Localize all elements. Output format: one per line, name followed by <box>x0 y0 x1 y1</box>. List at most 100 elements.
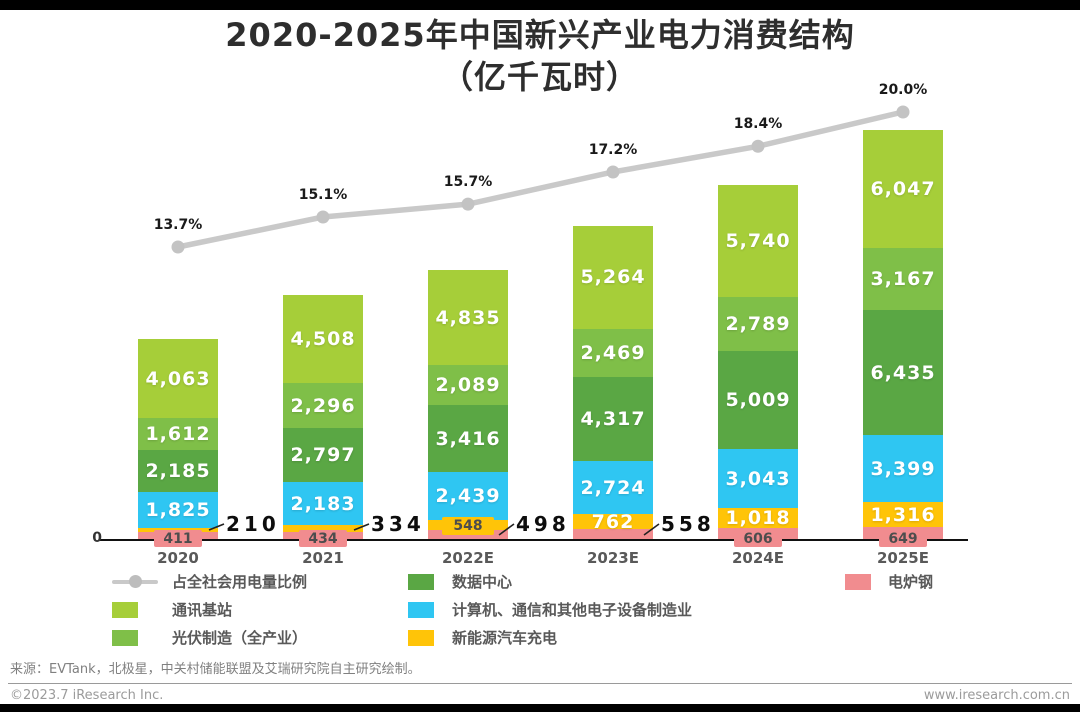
value-tag: 606 <box>734 530 782 547</box>
bar-segment-value: 2,439 <box>435 484 501 507</box>
value-tag: 548 <box>442 517 494 535</box>
bar-segment-value: 3,399 <box>870 457 936 480</box>
line-point-label: 20.0% <box>878 81 928 98</box>
bar-segment-value: 2,469 <box>580 341 646 364</box>
source-note: 来源：EVTank，北极星，中关村储能联盟及艾瑞研究院自主研究绘制。 <box>10 662 421 677</box>
bar-segment-value: 2,724 <box>580 476 646 499</box>
bar-segment <box>428 530 508 540</box>
x-axis-line <box>100 539 968 541</box>
bar-segment: 2,724 <box>573 461 653 515</box>
callout-value: 210 <box>226 512 280 536</box>
bar-segment-value: 2,797 <box>290 444 356 467</box>
bar-segment-value: 762 <box>591 510 635 533</box>
bar-segment-value: 6,047 <box>870 178 936 201</box>
bar-segment-value: 1,825 <box>145 499 211 522</box>
bar-segment: 1,316 <box>863 501 943 528</box>
bar-segment: 2,789 <box>718 296 798 352</box>
bar-segment: 6,435 <box>863 309 943 436</box>
callout-value: 498 <box>516 512 570 536</box>
value-tag-text: 606 <box>743 530 773 547</box>
bar-segment-value: 5,264 <box>580 266 646 289</box>
bar-segment: 2,797 <box>283 427 363 483</box>
legend-item-label: 通讯基站 <box>172 601 233 619</box>
bar-segment: 5,740 <box>718 185 798 297</box>
bar-segment-value: 3,416 <box>435 427 501 450</box>
bar-segment: 5,264 <box>573 226 653 329</box>
bar-segment <box>573 529 653 540</box>
bar-segment-value: 1,316 <box>870 503 936 526</box>
line-point-label: 18.4% <box>733 116 783 133</box>
bar-segment-value: 4,835 <box>435 306 501 329</box>
bar-segment-value: 4,317 <box>580 408 646 431</box>
legend-line-marker-dot <box>129 575 142 588</box>
chart-title-line2: （亿千瓦时） <box>440 58 639 96</box>
bar-segment: 3,399 <box>863 435 943 502</box>
bar-segment: 762 <box>573 511 653 533</box>
legend-swatch <box>845 574 871 590</box>
bar-segment-value: 2,789 <box>725 313 791 336</box>
legend-item-label: 新能源汽车充电 <box>452 629 558 647</box>
bar-segment: 1,018 <box>718 507 798 530</box>
value-tag: 411 <box>154 530 202 547</box>
x-axis-label: 2024E <box>732 549 784 567</box>
line-point-label: 17.2% <box>588 141 638 158</box>
value-tag: 649 <box>879 530 927 547</box>
value-tag: 434 <box>299 530 347 547</box>
legend-item-label: 占全社会用电量比例 <box>172 573 308 591</box>
bar-segment-value: 5,740 <box>725 229 791 252</box>
bar-segment-value: 2,183 <box>290 492 356 515</box>
bar-segment: 2,183 <box>283 482 363 526</box>
bar-segment-value: 3,167 <box>870 268 936 291</box>
chart-title: 2020-2025年中国新兴产业电力消费结构 （亿千瓦时） <box>0 14 1080 98</box>
line-point-label: 13.7% <box>153 217 203 233</box>
legend-swatch <box>408 630 434 646</box>
callout-value: 334 <box>371 512 425 536</box>
legend-swatch <box>112 630 138 646</box>
bar-segment-value: 6,435 <box>870 361 936 384</box>
bar-segment-value: 1,612 <box>145 422 211 445</box>
bar-segment: 3,043 <box>718 448 798 509</box>
bar-segment: 5,009 <box>718 351 798 449</box>
bar-segment: 2,185 <box>138 449 218 493</box>
bar-segment: 1,825 <box>138 492 218 528</box>
legend-swatch <box>112 602 138 618</box>
bar-segment: 6,047 <box>863 130 943 249</box>
footer: ©2023.7 iResearch Inc. www.iresearch.com… <box>10 688 1070 703</box>
bar-segment <box>138 527 218 532</box>
legend-item-label: 光伏制造（全产业） <box>172 629 308 647</box>
copyright: ©2023.7 iResearch Inc. <box>10 688 164 703</box>
x-axis-label: 2021 <box>302 549 344 567</box>
bar-segment-value: 2,089 <box>435 374 501 397</box>
bar-segment: 2,469 <box>573 328 653 377</box>
legend-item-label: 计算机、通信和其他电子设备制造业 <box>452 601 693 619</box>
value-tag-text: 649 <box>888 530 918 547</box>
value-tag-text: 548 <box>453 518 483 534</box>
x-axis-label: 2025E <box>877 549 929 567</box>
bar-segment <box>283 525 363 532</box>
bar-segment: 2,439 <box>428 472 508 520</box>
legend-item-label: 数据中心 <box>452 573 513 591</box>
x-axis-label: 2023E <box>587 549 639 567</box>
value-tag-text: 434 <box>308 530 338 547</box>
top-black-bar <box>0 0 1080 10</box>
website-link[interactable]: www.iresearch.com.cn <box>923 688 1070 703</box>
bar-segment-value: 4,063 <box>145 367 211 390</box>
chart-title-line1: 2020-2025年中国新兴产业电力消费结构 <box>225 16 855 54</box>
legend-swatch <box>408 602 434 618</box>
bar-segment-value: 2,296 <box>290 394 356 417</box>
bar-segment: 2,089 <box>428 364 508 406</box>
bar-segment-value: 2,185 <box>145 459 211 482</box>
bar-segment: 3,167 <box>863 248 943 310</box>
value-tag-text: 411 <box>163 530 193 547</box>
line-point-label: 15.7% <box>443 174 493 191</box>
bar-segment: 4,835 <box>428 270 508 365</box>
bar-segment-value: 1,018 <box>725 507 791 530</box>
bar-segment: 4,317 <box>573 376 653 462</box>
x-axis-label: 2022E <box>442 549 494 567</box>
legend-swatch <box>408 574 434 590</box>
line-point-label: 15.1% <box>298 186 348 203</box>
bar-segment: 4,508 <box>283 295 363 384</box>
bar-segment: 4,063 <box>138 339 218 419</box>
bar-segment: 2,296 <box>283 383 363 428</box>
